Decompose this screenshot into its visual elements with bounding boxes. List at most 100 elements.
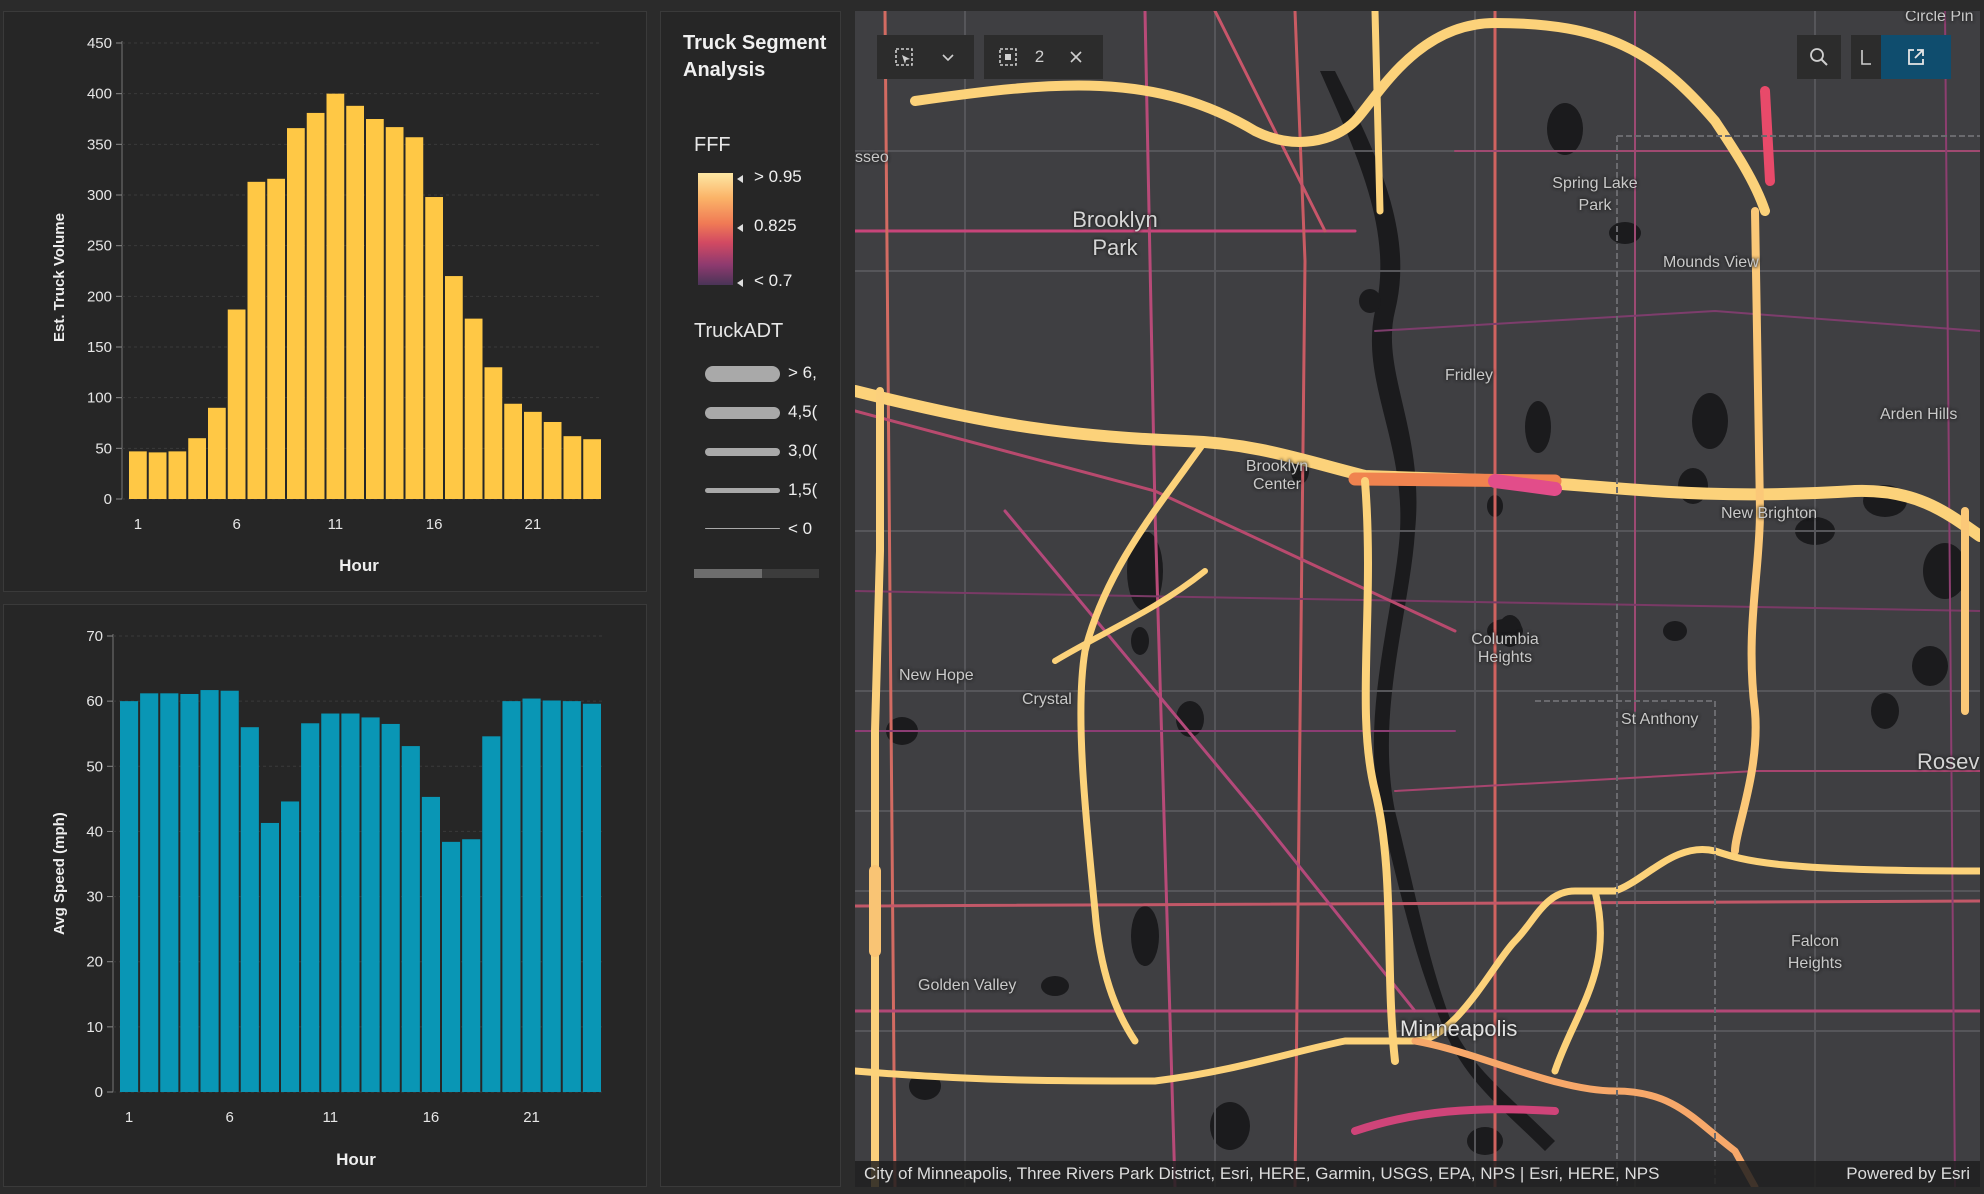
bar-hour-14[interactable] xyxy=(381,723,400,1092)
selection-tool-group xyxy=(877,35,974,79)
fff-stop-high: > 0.95 xyxy=(754,167,802,186)
bar-hour-6[interactable] xyxy=(220,690,239,1092)
y-tick-label: 0 xyxy=(104,491,112,508)
bar-hour-12[interactable] xyxy=(346,105,364,500)
y-tick-label: 0 xyxy=(95,1084,103,1101)
map-label-brooklyn-center: Brooklyn Center xyxy=(1245,458,1309,493)
bar-hour-22[interactable] xyxy=(542,700,561,1092)
powered-by-esri: Powered by Esri xyxy=(1846,1164,1970,1183)
bar-hour-20[interactable] xyxy=(502,701,521,1092)
bar-hour-15[interactable] xyxy=(405,137,424,499)
select-features-button[interactable] xyxy=(882,35,926,79)
avg-speed-x-axis-label: Hour xyxy=(336,1150,376,1169)
layer-list-button[interactable] xyxy=(1851,35,1881,79)
bar-hour-1[interactable] xyxy=(120,701,139,1092)
bar-hour-23[interactable] xyxy=(562,701,581,1092)
map-label-golden-valley: Golden Valley xyxy=(918,977,1017,994)
bar-hour-21[interactable] xyxy=(522,698,541,1092)
clear-selection-button[interactable] xyxy=(1054,35,1098,79)
bar-hour-7[interactable] xyxy=(240,727,259,1092)
bar-hour-21[interactable] xyxy=(524,411,542,499)
bar-hour-24[interactable] xyxy=(583,439,601,499)
bar-hour-8[interactable] xyxy=(267,178,285,499)
map-label-osseo: sseo xyxy=(855,149,889,166)
bar-hour-18[interactable] xyxy=(464,318,483,499)
y-tick-label: 30 xyxy=(86,889,103,906)
map-label-crystal: Crystal xyxy=(1022,691,1072,708)
map-label-circle-pines: Circle Pin xyxy=(1905,11,1974,25)
chevron-down-icon xyxy=(941,54,954,62)
fff-stop-low: < 0.7 xyxy=(754,271,793,290)
bar-hour-13[interactable] xyxy=(366,119,384,499)
bar-hour-10[interactable] xyxy=(301,723,320,1092)
boundaries xyxy=(1535,135,1980,1187)
map-view[interactable]: Circle Pin sseo Brooklyn Park Spring Lak… xyxy=(855,11,1980,1187)
external-link-icon xyxy=(1908,49,1924,65)
bar-hour-18[interactable] xyxy=(462,839,481,1092)
ramp-tick-icon xyxy=(737,175,743,183)
bar-hour-8[interactable] xyxy=(260,822,279,1092)
bar-hour-15[interactable] xyxy=(401,746,420,1092)
lakes xyxy=(886,71,1967,1155)
bar-hour-19[interactable] xyxy=(482,736,501,1092)
map-label-spring-lake-park: Spring Lake Park xyxy=(1552,175,1638,214)
map-canvas[interactable] xyxy=(855,11,1980,1187)
map-label-new-hope: New Hope xyxy=(899,667,974,684)
bar-hour-6[interactable] xyxy=(227,309,246,499)
bar-hour-17[interactable] xyxy=(445,276,463,499)
bar-hour-10[interactable] xyxy=(306,112,325,500)
bar-hour-19[interactable] xyxy=(484,367,503,499)
bar-hour-9[interactable] xyxy=(287,128,305,499)
y-tick-label: 50 xyxy=(86,758,103,775)
bar-hour-4[interactable] xyxy=(188,438,206,499)
bar-hour-1[interactable] xyxy=(129,451,147,499)
open-external-button[interactable] xyxy=(1881,35,1951,79)
bar-hour-5[interactable] xyxy=(200,690,219,1092)
map-label-columbia-heights: Columbia Heights xyxy=(1471,631,1539,666)
bar-hour-11[interactable] xyxy=(321,713,340,1092)
y-tick-label: 50 xyxy=(95,440,112,457)
bar-hour-23[interactable] xyxy=(563,436,582,499)
adt-stop-4: 1,5( xyxy=(788,480,818,499)
bar-hour-16[interactable] xyxy=(421,796,440,1092)
adt-symbol-2 xyxy=(705,407,780,419)
bar-hour-16[interactable] xyxy=(425,197,443,499)
layers-icon xyxy=(1861,50,1871,65)
bar-hour-20[interactable] xyxy=(504,403,522,499)
bar-hour-4[interactable] xyxy=(180,693,199,1092)
selection-icon xyxy=(998,48,1017,66)
bar-hour-5[interactable] xyxy=(208,407,226,499)
map-attribution: City of Minneapolis, Three Rivers Park D… xyxy=(864,1164,1660,1183)
y-tick-label: 400 xyxy=(87,86,112,103)
bar-hour-13[interactable] xyxy=(361,717,380,1092)
search-button[interactable] xyxy=(1797,35,1841,79)
bar-hour-12[interactable] xyxy=(341,713,360,1092)
search-icon xyxy=(1810,48,1828,66)
bar-hour-9[interactable] xyxy=(281,801,300,1092)
bar-hour-11[interactable] xyxy=(326,93,345,500)
x-tick-label: 11 xyxy=(328,516,344,533)
map-attribution-bar: City of Minneapolis, Three Rivers Park D… xyxy=(855,1161,1980,1187)
y-tick-label: 250 xyxy=(87,238,112,255)
truckadt-legend-label: TruckADT xyxy=(694,320,784,342)
bar-hour-2[interactable] xyxy=(140,693,159,1092)
map-label-mounds-view: Mounds View xyxy=(1663,254,1759,271)
legend-scrollbar-thumb[interactable] xyxy=(694,569,762,578)
x-tick-label: 11 xyxy=(323,1109,339,1126)
bar-hour-3[interactable] xyxy=(168,451,187,499)
adt-symbol-1 xyxy=(705,366,780,382)
bar-hour-2[interactable] xyxy=(148,452,167,499)
map-label-fridley: Fridley xyxy=(1445,367,1494,384)
selection-mode-dropdown[interactable] xyxy=(926,35,970,79)
bar-hour-14[interactable] xyxy=(385,127,404,500)
adt-stop-5: < 0 xyxy=(788,519,813,538)
bar-hour-3[interactable] xyxy=(160,693,179,1092)
bar-hour-17[interactable] xyxy=(442,841,461,1092)
selected-features-button[interactable] xyxy=(990,35,1026,79)
bar-hour-22[interactable] xyxy=(543,421,562,499)
bar-hour-24[interactable] xyxy=(582,703,601,1092)
bar-hour-7[interactable] xyxy=(247,181,266,499)
y-tick-label: 60 xyxy=(86,693,103,710)
y-tick-label: 300 xyxy=(87,187,112,204)
